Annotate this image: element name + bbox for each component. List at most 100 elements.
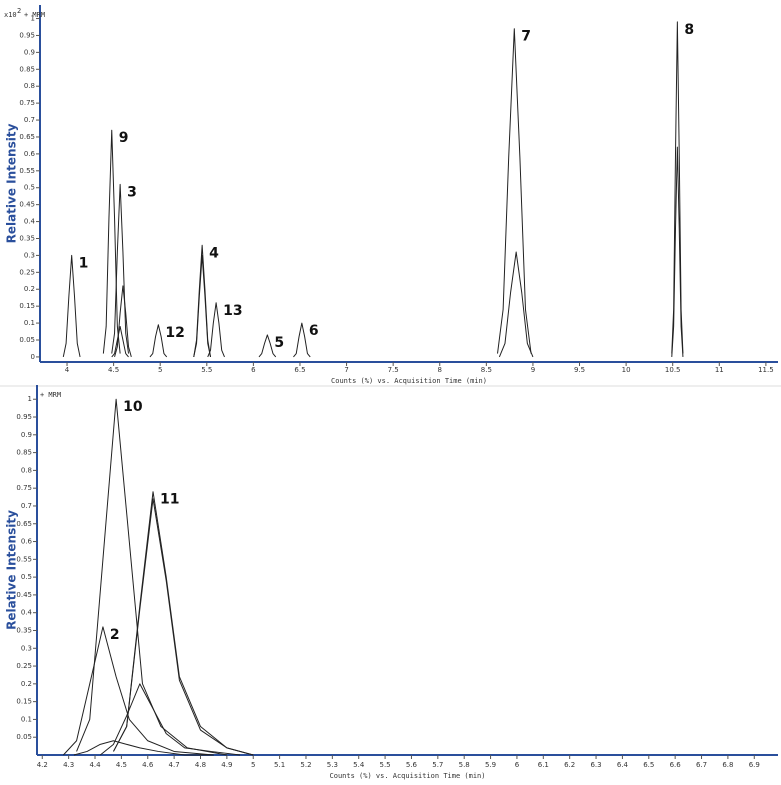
y-axis-label: Relative Intensity <box>5 510 19 630</box>
x-tick-label: 6.7 <box>696 761 707 769</box>
x-tick-label: 6.8 <box>722 761 733 769</box>
trace <box>258 334 277 358</box>
peak-label: 10 <box>123 399 143 415</box>
x-tick-label: 4.3 <box>63 761 74 769</box>
peak-label: 1 <box>79 255 89 271</box>
y-tick-label: 0.1 <box>24 319 35 327</box>
x-axis-label: Counts (%) vs. Acquisition Time (min) <box>330 772 486 780</box>
x-tick-label: 10 <box>622 366 631 374</box>
peak-label: 9 <box>119 130 129 146</box>
peak-label: 11 <box>160 492 179 508</box>
peak-label: 5 <box>274 335 284 351</box>
y-tick-label: 0.4 <box>24 218 36 226</box>
x-tick-label: 8.5 <box>481 366 492 374</box>
trace <box>497 28 532 354</box>
trace <box>63 626 214 756</box>
x-tick-label: 4.8 <box>195 761 206 769</box>
x-tick-label: 6.5 <box>294 366 305 374</box>
peak-label: 13 <box>223 303 242 319</box>
y-tick-label: 0.65 <box>16 520 32 528</box>
trace <box>671 146 684 357</box>
x-tick-label: 4.2 <box>37 761 48 769</box>
x-axis-label: Counts (%) vs. Acquisition Time (min) <box>331 377 487 385</box>
trace <box>113 491 254 756</box>
x-tick-label: 4.6 <box>142 761 154 769</box>
trace <box>99 683 241 756</box>
trace <box>113 498 254 756</box>
peak-label: 4 <box>209 245 219 261</box>
y-tick-label: 1 <box>28 395 32 403</box>
x-tick-label: 11.5 <box>758 366 774 374</box>
x-tick-label: 5.3 <box>327 761 338 769</box>
x-tick-label: 6 <box>515 761 520 769</box>
x-tick-label: 5.4 <box>353 761 365 769</box>
peak-label: 6 <box>309 323 319 339</box>
y-tick-label: 0.2 <box>21 680 32 688</box>
y-tick-label: 0.75 <box>16 484 32 492</box>
x-tick-label: 5.6 <box>406 761 418 769</box>
trace <box>193 254 212 358</box>
y-tick-label: 0.35 <box>19 234 35 242</box>
x-tick-label: 6.2 <box>564 761 575 769</box>
y-tick-label: 0.9 <box>21 431 32 439</box>
y-axis-label: Relative Intensity <box>5 123 19 243</box>
trace <box>102 129 121 354</box>
x-tick-label: 11 <box>715 366 724 374</box>
y-tick-label: 0.8 <box>21 466 32 474</box>
x-tick-label: 5.5 <box>201 366 212 374</box>
x-tick-label: 4.5 <box>116 761 127 769</box>
y-tick-label: 0.1 <box>21 715 32 723</box>
trace <box>671 21 684 354</box>
y-tick-label: 0.2 <box>24 285 35 293</box>
y-tick-label: 0.15 <box>19 302 35 310</box>
y-tick-label: 0.6 <box>24 150 36 158</box>
x-tick-label: 7 <box>344 366 348 374</box>
x-tick-label: 5.2 <box>300 761 311 769</box>
trace <box>62 254 81 358</box>
trace <box>293 322 311 358</box>
y-multiplier: x10 <box>4 11 17 19</box>
x-tick-label: 6.4 <box>617 761 629 769</box>
x-tick-label: 5 <box>251 761 255 769</box>
x-tick-label: 7.5 <box>388 366 399 374</box>
x-tick-label: 6.6 <box>670 761 682 769</box>
y-tick-label: 0.6 <box>21 538 33 546</box>
y-tick-label: 0.55 <box>16 555 32 563</box>
x-tick-label: 4 <box>65 366 70 374</box>
x-tick-label: 6.1 <box>538 761 549 769</box>
y-tick-label: 1 <box>31 15 35 23</box>
y-tick-label: 0.65 <box>19 133 35 141</box>
x-tick-label: 4.9 <box>221 761 232 769</box>
x-tick-label: 5.8 <box>459 761 470 769</box>
x-tick-label: 5.1 <box>274 761 285 769</box>
x-tick-label: 5.5 <box>380 761 391 769</box>
y-tick-label: 0.15 <box>16 698 32 706</box>
y-tick-label: 0.5 <box>21 573 32 581</box>
x-tick-label: 4.4 <box>89 761 101 769</box>
x-tick-label: 4.5 <box>108 366 119 374</box>
trace <box>76 398 227 756</box>
y-tick-label: 0.85 <box>19 65 35 73</box>
y-tick-label: 0.7 <box>21 502 32 510</box>
peak-label: 8 <box>684 22 694 38</box>
x-tick-label: 6.3 <box>590 761 601 769</box>
peak-label: 3 <box>127 184 137 200</box>
trace <box>149 324 168 358</box>
x-tick-label: 5.9 <box>485 761 496 769</box>
x-tick-label: 6.5 <box>643 761 654 769</box>
y-tick-label: 0.05 <box>19 336 35 344</box>
x-tick-label: 5 <box>158 366 162 374</box>
x-tick-label: 8 <box>438 366 442 374</box>
x-tick-label: 5.7 <box>432 761 443 769</box>
y-tick-label: 0.7 <box>24 116 35 124</box>
y-tick-label: 0 <box>31 353 35 361</box>
mode-label: + MRM <box>40 391 61 399</box>
x-tick-label: 9.5 <box>574 366 585 374</box>
x-tick-label: 10.5 <box>665 366 681 374</box>
peak-label: 12 <box>165 325 184 341</box>
peak-label: 7 <box>521 29 531 45</box>
y-tick-label: 0.45 <box>19 201 35 209</box>
y-tick-label: 0.3 <box>21 644 32 652</box>
peak-label: 2 <box>110 627 120 643</box>
